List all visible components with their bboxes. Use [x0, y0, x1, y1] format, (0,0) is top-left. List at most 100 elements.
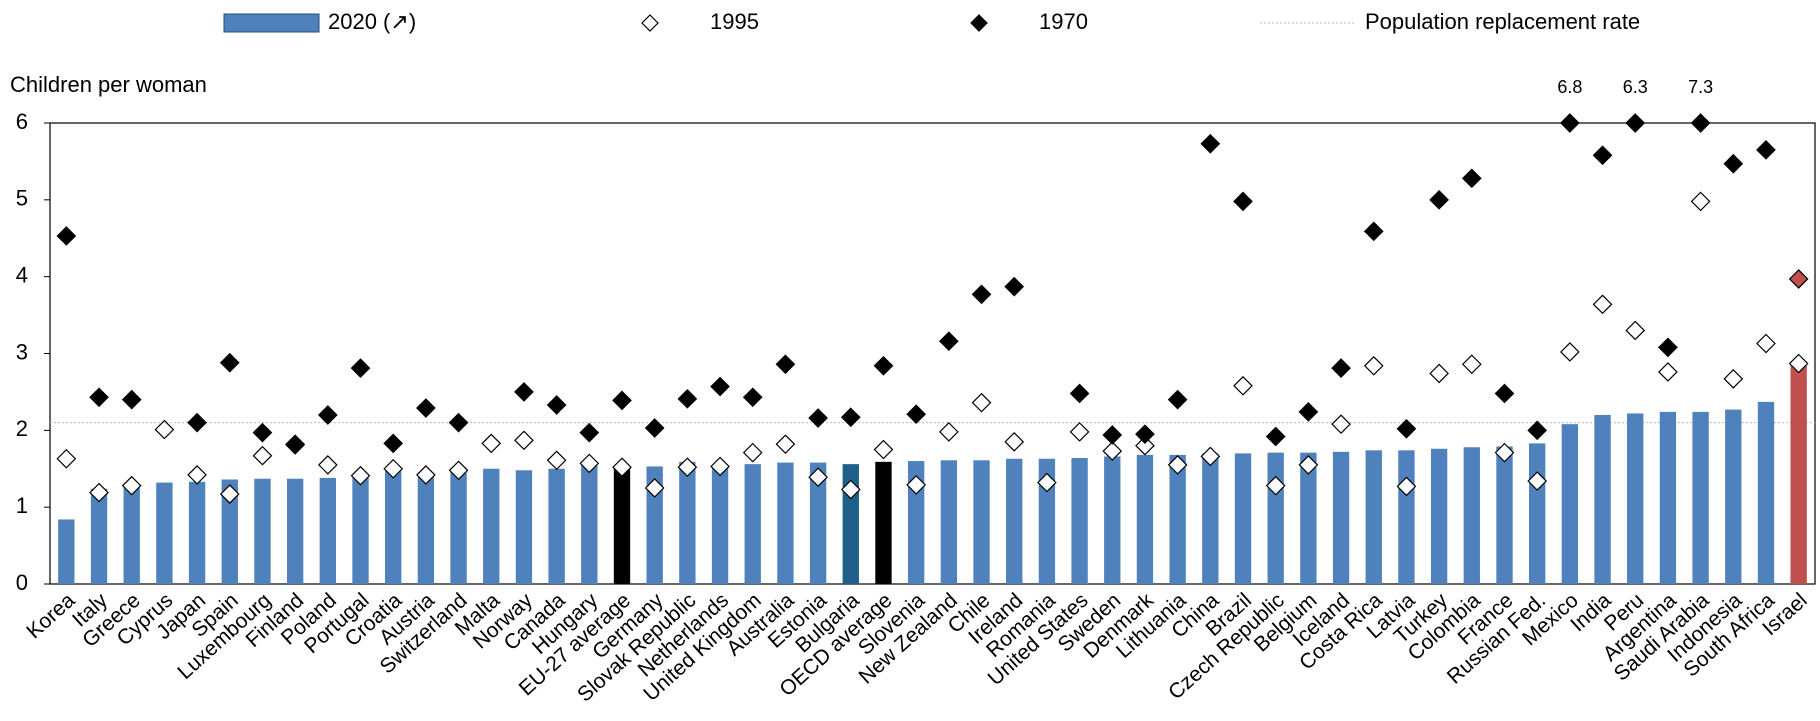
marker: [1690, 113, 1711, 133]
bar: [581, 464, 598, 584]
marker: [1788, 269, 1809, 289]
y-tick-label: 6: [16, 109, 28, 134]
marker: [187, 412, 207, 433]
bar: [1430, 448, 1448, 584]
marker: [1363, 221, 1384, 242]
bar: [58, 519, 75, 584]
value-label: 6.3: [1623, 77, 1648, 97]
marker: [579, 422, 600, 443]
marker: [219, 352, 240, 373]
bar: [188, 481, 206, 584]
legend-swatch: [223, 13, 320, 33]
bar: [1757, 401, 1775, 584]
marker: [252, 445, 273, 466]
marker: [448, 460, 469, 481]
bar: [1561, 424, 1579, 584]
marker: [1004, 432, 1025, 452]
bar: [1627, 413, 1644, 584]
bar: [973, 460, 990, 584]
bar: [1659, 411, 1677, 584]
marker: [1331, 414, 1351, 435]
marker: [873, 439, 894, 460]
marker: [1592, 145, 1613, 166]
bar: [1594, 414, 1611, 584]
marker: [1788, 353, 1809, 374]
marker: [350, 465, 371, 486]
marker: [840, 407, 861, 428]
marker: [89, 387, 109, 408]
legend-swatch: [970, 14, 988, 32]
marker: [938, 331, 959, 352]
plot-frame: [49, 122, 1816, 585]
marker: [1658, 362, 1678, 382]
marker: [1200, 133, 1221, 154]
marker: [612, 457, 632, 478]
bar: [1725, 409, 1742, 584]
y-tick-label: 1: [16, 493, 28, 518]
bar: [1332, 451, 1350, 584]
marker: [383, 433, 404, 454]
marker: [1560, 342, 1580, 362]
marker: [1004, 276, 1025, 297]
marker: [219, 484, 240, 504]
bar: [286, 478, 304, 584]
bar: [1136, 454, 1154, 584]
marker: [1527, 420, 1548, 441]
marker: [710, 456, 730, 477]
marker: [448, 412, 469, 433]
marker: [1396, 476, 1417, 497]
bar: [385, 470, 402, 584]
y-tick-label: 3: [16, 339, 28, 364]
marker: [1723, 153, 1744, 174]
marker: [317, 455, 338, 475]
value-label: 7.3: [1688, 77, 1713, 97]
bar: [1234, 453, 1252, 584]
marker: [1723, 369, 1744, 389]
legend-swatch: [641, 14, 659, 32]
marker: [383, 458, 404, 479]
marker: [971, 392, 992, 413]
bar: [90, 488, 108, 584]
marker: [416, 398, 436, 418]
marker: [612, 390, 632, 411]
bar: [1365, 450, 1382, 584]
bar: [1071, 457, 1088, 584]
marker: [1363, 355, 1384, 376]
marker: [1396, 418, 1417, 439]
y-tick-label: 2: [16, 416, 28, 441]
y-tick-label: 5: [16, 186, 28, 211]
bar: [1267, 452, 1284, 584]
marker: [121, 475, 142, 496]
marker: [350, 358, 371, 378]
bar: [1006, 458, 1023, 584]
bar: [1692, 411, 1709, 584]
marker: [906, 404, 927, 425]
legend-label: 1995: [710, 9, 759, 34]
marker: [1265, 426, 1286, 447]
marker: [1265, 475, 1286, 496]
marker: [154, 419, 175, 440]
marker: [1331, 358, 1351, 378]
bar: [1169, 454, 1186, 584]
marker: [1069, 383, 1090, 404]
marker: [1102, 425, 1123, 445]
bar: [907, 461, 925, 584]
legend-label: Population replacement rate: [1365, 9, 1640, 34]
y-tick-label: 4: [16, 262, 28, 287]
marker: [1135, 435, 1155, 456]
marker: [1494, 442, 1515, 463]
marker: [514, 430, 534, 451]
marker: [1625, 320, 1646, 341]
bar: [1496, 446, 1513, 584]
bar: [940, 460, 958, 584]
bar: [254, 478, 271, 584]
marker: [742, 387, 763, 408]
legend-label: 1970: [1039, 9, 1088, 34]
bar: [646, 466, 663, 584]
marker: [56, 226, 77, 246]
bar: [809, 462, 827, 584]
bar: [483, 468, 500, 584]
bar: [1202, 453, 1219, 584]
marker: [1167, 389, 1188, 410]
value-label: 6.8: [1557, 77, 1582, 97]
